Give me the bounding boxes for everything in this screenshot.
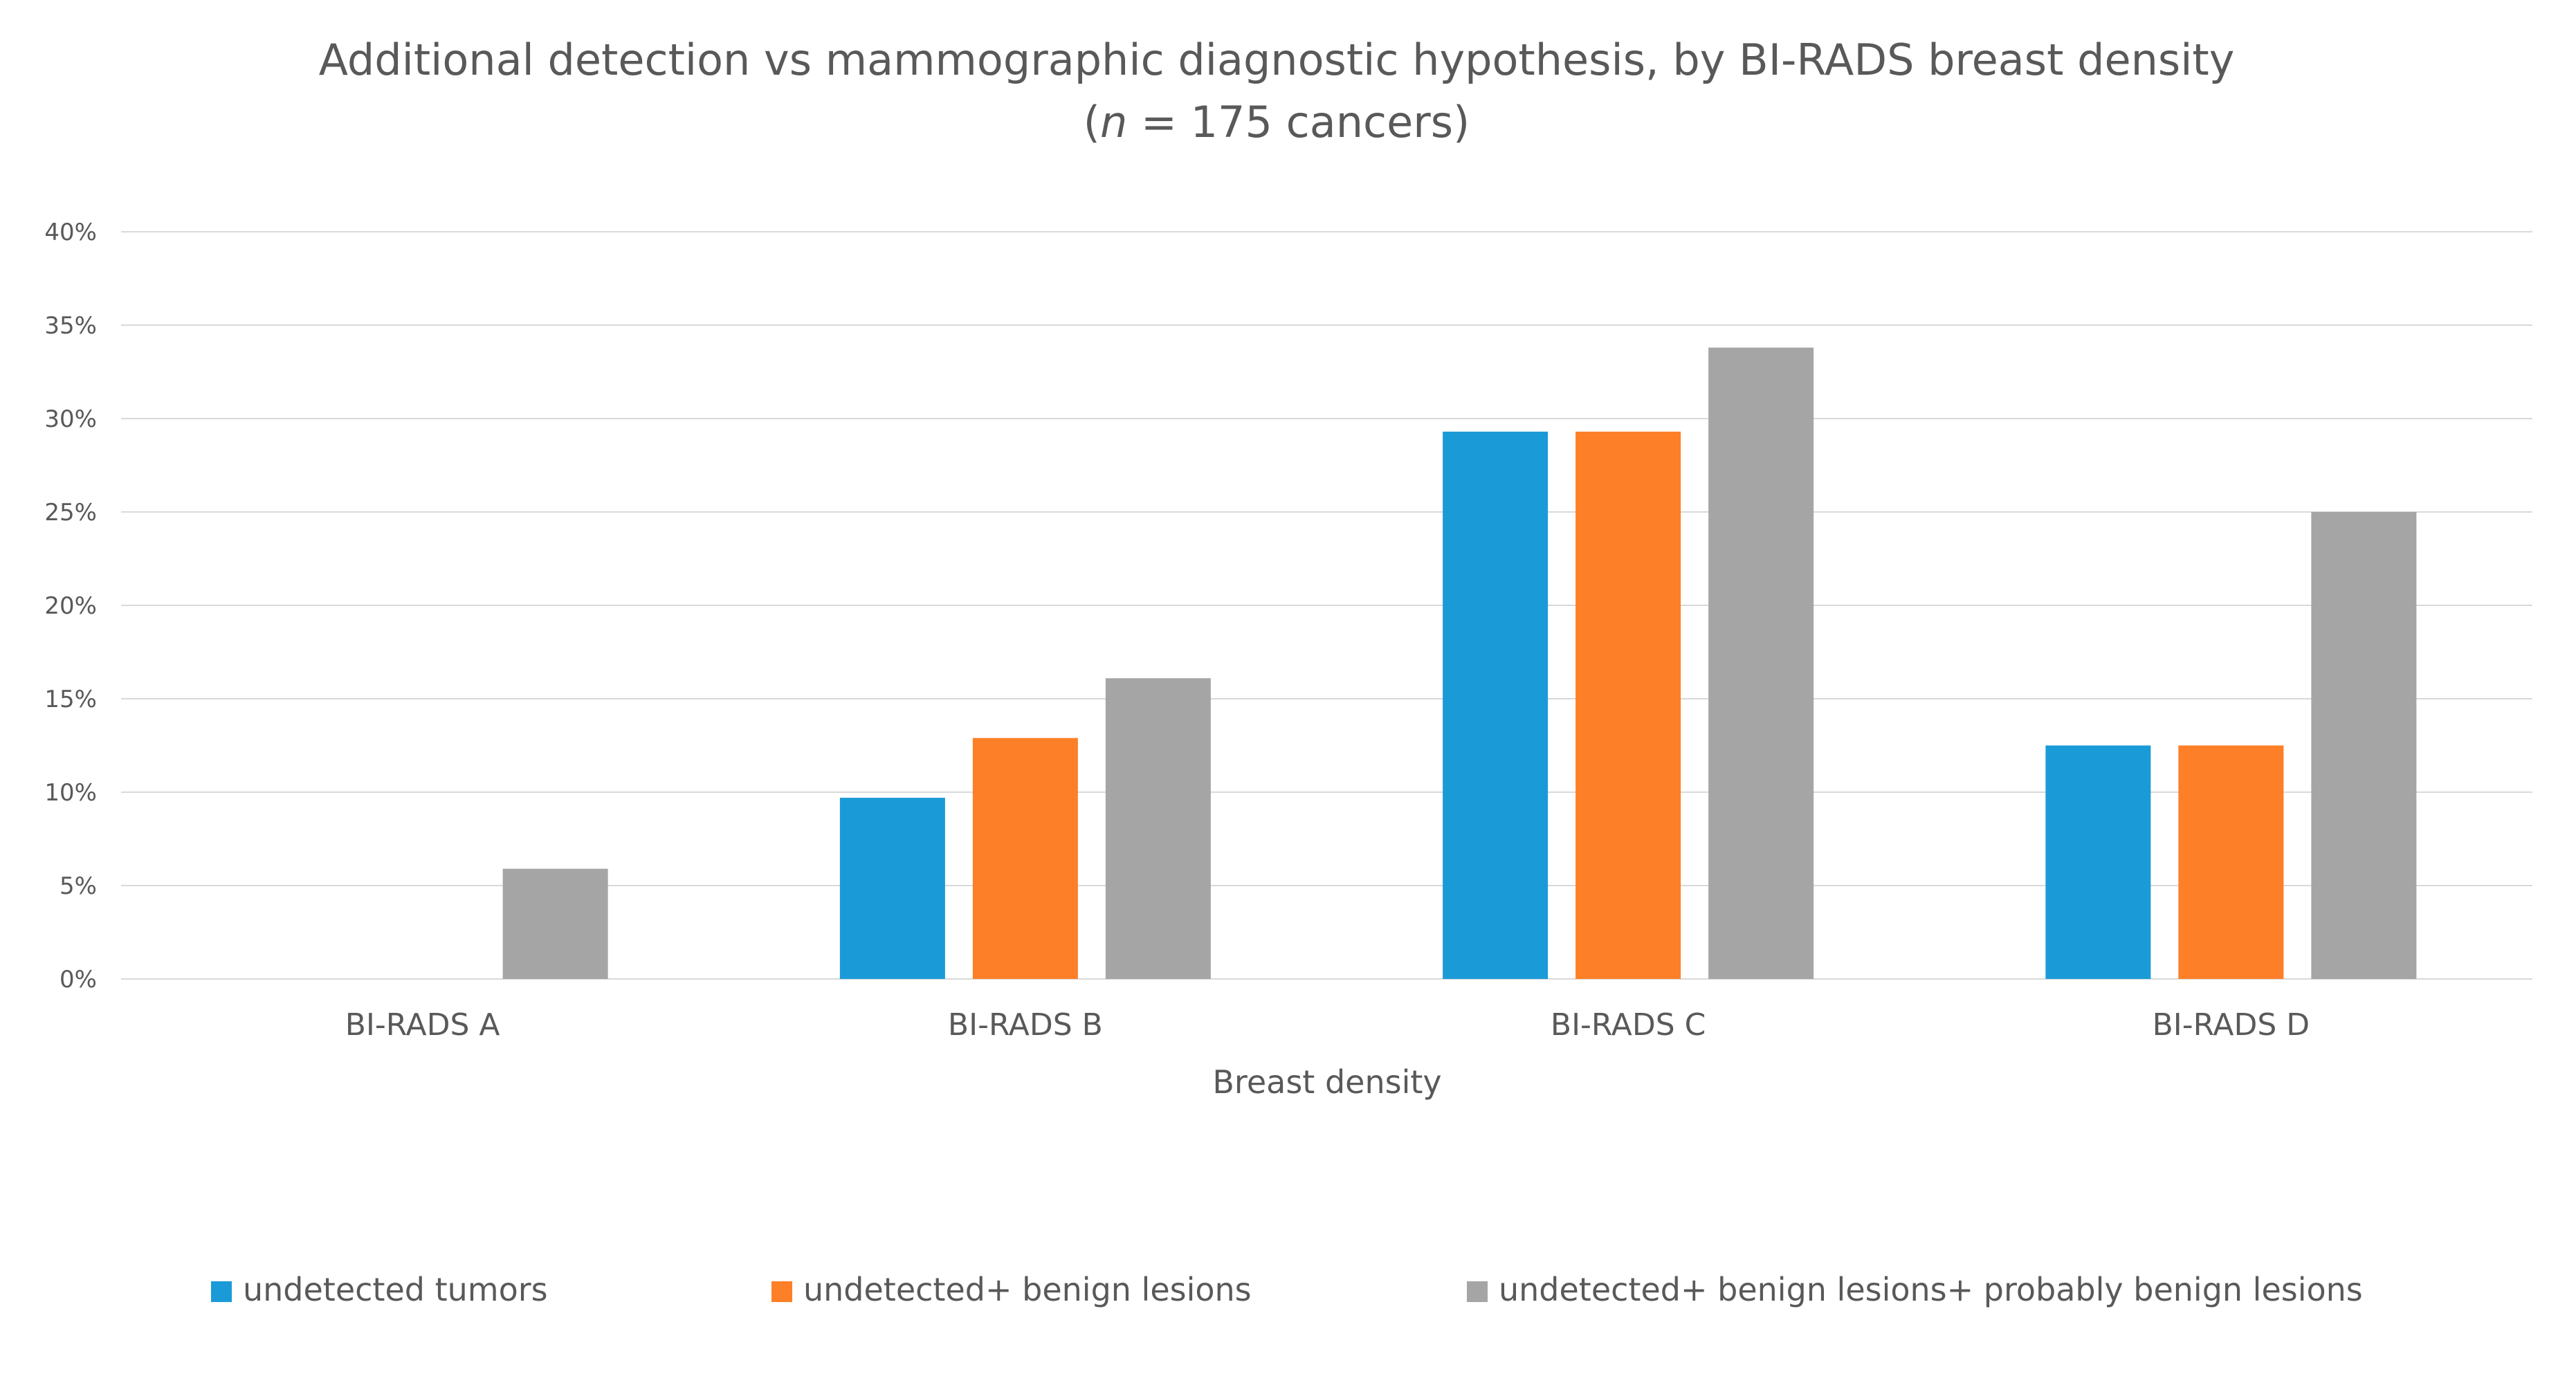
legend-swatch (771, 1281, 792, 1302)
bar (1708, 347, 1814, 979)
legend-label: undetected+ benign lesions+ probably ben… (1499, 1271, 2363, 1308)
legend-label: undetected+ benign lesions (803, 1271, 1252, 1308)
x-tick-label: BI-RADS D (2153, 1007, 2310, 1043)
legend-label: undetected tumors (243, 1271, 548, 1308)
y-tick-label: 5% (60, 872, 97, 900)
bar (2045, 745, 2151, 979)
y-axis-tick-labels: 0% 5% 10% 15% 20% 25% 30% 35% 40% (44, 219, 97, 993)
bar (1443, 431, 1549, 979)
y-tick-label: 10% (44, 779, 97, 807)
y-tick-label: 30% (44, 405, 97, 433)
gridlines (121, 231, 2532, 980)
chart-title: Additional detection vs mammographic dia… (319, 35, 2235, 85)
bar (1105, 678, 1211, 979)
chart-title-group: Additional detection vs mammographic dia… (319, 35, 2235, 147)
x-tick-label: BI-RADS A (345, 1007, 500, 1043)
x-tick-label: BI-RADS B (948, 1007, 1103, 1043)
bar (502, 868, 608, 979)
x-tick-label: BI-RADS C (1551, 1007, 1706, 1043)
bar (2311, 512, 2417, 979)
y-tick-label: 35% (44, 312, 97, 340)
y-tick-label: 15% (44, 686, 97, 713)
bar (1575, 431, 1681, 979)
chart-subtitle: (n = 175 cancers) (1084, 97, 1470, 147)
chart-subtitle-open: ( (1084, 97, 1100, 147)
x-axis-tick-labels: BI-RADS A BI-RADS B BI-RADS C BI-RADS D (345, 1007, 2310, 1043)
y-tick-label: 20% (44, 592, 97, 620)
chart-subtitle-rest: = 175 cancers) (1127, 97, 1470, 147)
bars (502, 347, 2417, 979)
legend-swatch (211, 1281, 232, 1302)
chart-subtitle-italic: n (1100, 97, 1127, 147)
bar (2178, 745, 2284, 979)
legend-swatch (1467, 1281, 1488, 1302)
bar (839, 798, 945, 979)
y-tick-label: 0% (60, 966, 97, 993)
legend: undetected tumors undetected+ benign lesi… (211, 1271, 2363, 1308)
bar (972, 738, 1078, 979)
x-axis-label: Breast density (1212, 1063, 1441, 1101)
y-tick-label: 25% (44, 499, 97, 526)
y-tick-label: 40% (44, 219, 97, 246)
